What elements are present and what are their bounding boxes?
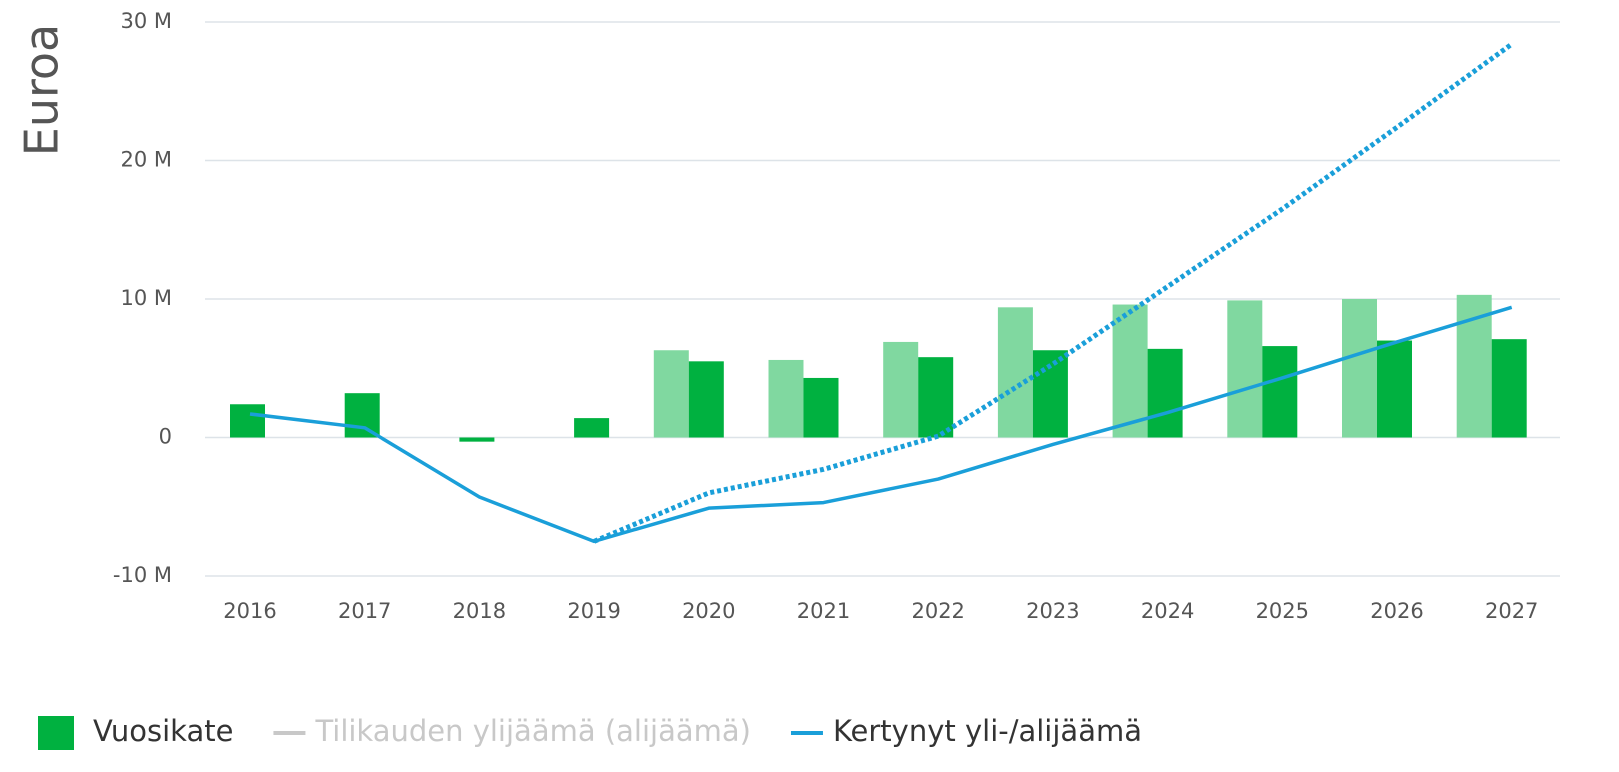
x-tick-label: 2024 [1141,599,1194,623]
y-tick-label: 0 [159,425,172,449]
bar [344,393,380,438]
x-tick-label: 2020 [682,599,735,623]
legend-label: Kertynyt yli-/alijäämä [833,714,1142,748]
x-tick-label: 2016 [223,599,276,623]
bar [803,377,839,438]
bar [1227,300,1263,438]
y-tick-label: 20 M [120,148,172,172]
x-tick-label: 2023 [1026,599,1079,623]
x-tick-label: 2025 [1256,599,1309,623]
bar [1147,348,1183,438]
x-tick-label: 2017 [338,599,391,623]
legend-swatch [38,716,74,750]
legend-label: Vuosikate [93,714,233,748]
y-tick-label: 10 M [120,286,172,310]
bar [1262,346,1298,438]
x-tick-label: 2026 [1370,599,1423,623]
bar [1112,304,1148,438]
line [249,305,1513,544]
bar [997,307,1033,438]
bar [1377,340,1412,438]
x-tick-label: 2027 [1485,599,1538,623]
bar [768,359,804,438]
y-tick-label: 30 M [120,9,172,33]
y-tick-label: -10 M [113,563,172,587]
x-tick-label: 2018 [453,599,506,623]
bar [918,357,954,438]
x-tick-label: 2021 [797,599,850,623]
bar [1491,339,1527,438]
bar [883,341,919,438]
legend-label: Tilikauden ylijäämä (alijäämä) [314,714,751,748]
x-tick-label: 2022 [911,599,964,623]
bar [1032,350,1068,438]
bar [574,418,610,438]
bar [688,361,724,438]
x-tick-label: 2019 [567,599,620,623]
bar [230,404,265,438]
bar [1342,299,1377,438]
bar [459,437,495,442]
line [593,42,1514,544]
bar [653,350,689,438]
y-axis-label: Euroa [15,24,69,156]
